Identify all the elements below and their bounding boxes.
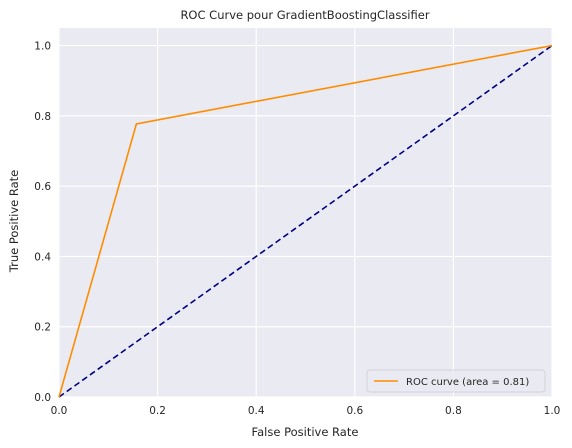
- y-tick-label: 0.2: [34, 322, 51, 334]
- tick-labels: 0.0 0.2 0.4 0.6 0.8 1.0 0.0 0.2 0.4 0.6 0.8 1.0: [34, 41, 560, 417]
- y-tick-label: 0.6: [34, 181, 51, 193]
- x-tick-label: 1.0: [544, 405, 561, 417]
- y-tick-label: 1.0: [34, 41, 51, 53]
- legend-entry-roc-curve: ROC curve (area = 0.81): [406, 377, 529, 388]
- y-tick-label: 0.0: [34, 392, 51, 404]
- x-tick-label: 0.8: [445, 405, 462, 417]
- legend: ROC curve (area = 0.81): [366, 369, 546, 393]
- x-tick-label: 0.4: [248, 405, 265, 417]
- grid-lines: [58, 28, 553, 398]
- diagonal-reference-line: [58, 44, 553, 398]
- chart-title: ROC Curve pour GradientBoostingClassifie…: [180, 8, 429, 22]
- x-tick-label: 0.6: [346, 405, 363, 417]
- plot-area: [59, 28, 552, 397]
- x-tick-label: 0.2: [149, 405, 166, 417]
- y-tick-label: 0.4: [34, 251, 51, 263]
- x-tick-label: 0.0: [51, 405, 68, 417]
- series-group: [58, 44, 553, 398]
- x-axis-label: False Positive Rate: [252, 425, 359, 439]
- y-axis-label: True Positive Rate: [7, 170, 21, 273]
- legend-box: [366, 369, 546, 393]
- roc-curve-line: [58, 44, 553, 398]
- y-tick-label: 0.8: [34, 111, 51, 123]
